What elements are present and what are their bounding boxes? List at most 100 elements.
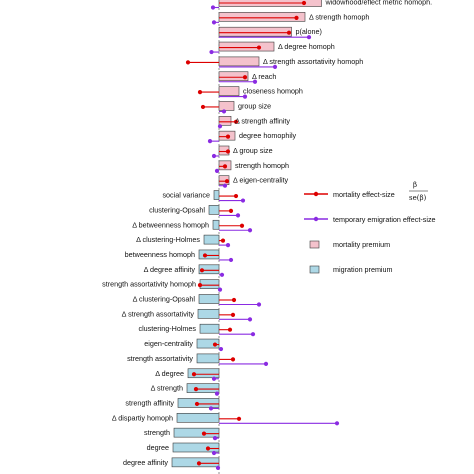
emigration-effect-point [248,317,252,321]
emigration-effect-point [223,184,227,188]
emigration-effect-point [248,228,252,232]
premium-bar [173,443,219,452]
emigration-effect-point [212,377,216,381]
legend-emigration-dot [314,217,318,221]
mortality-effect-point [203,253,207,257]
mortality-effect-point [194,387,198,391]
category-label: Δ strength assortativity homoph [263,57,363,66]
premium-bar [219,42,274,51]
emigration-effect-point [209,50,213,54]
emigration-effect-point [219,347,223,351]
category-label: strength [144,428,170,437]
premium-bar [197,354,219,363]
emigration-effect-point [209,406,213,410]
emigration-effect-point [212,451,216,455]
legend-mortality-premium-label: mortality premium [333,240,390,249]
mortality-effect-point [197,461,201,465]
category-label: betweenness homoph [125,250,195,259]
emigration-effect-point [264,362,268,366]
category-label: Δ dispartiy homoph [112,413,173,422]
category-label: widowhood/eflect metric homoph. [325,0,433,7]
category-label: clustering-Opsahl [149,205,205,214]
premium-bar [219,27,292,36]
mortality-effect-point [287,31,291,35]
bars-layer [172,0,322,467]
premium-bar [198,309,219,318]
premium-bar [219,12,305,21]
category-label: Δ clustering-Holmes [136,235,200,244]
category-label: Δ strength assortativity [122,309,195,318]
legend-emigration-label: temporary emigration effect-size [333,215,436,224]
mortality-effect-point [186,60,190,64]
mortality-effect-point [195,402,199,406]
category-label: Δ clustering-Opsahl [133,295,196,304]
category-label: closeness homoph [243,87,303,96]
mortality-effect-point [231,313,235,317]
mortality-effect-point [240,224,244,228]
category-label: p(alone) [296,27,322,36]
category-label: strength assortativity [127,354,193,363]
emigration-effect-point [257,302,261,306]
emigration-effect-point [251,332,255,336]
premium-bar [200,324,219,333]
premium-bar [177,413,219,422]
mortality-effect-point [201,105,205,109]
emigration-effect-point [241,198,245,202]
premium-bar [172,458,219,467]
mortality-effect-point [232,298,236,302]
premium-bar [199,295,219,304]
category-label: group size [238,101,271,110]
mortality-effect-point [226,149,230,153]
category-labels: widowhood/eflect metric homoph. Δ strengt… [102,0,432,467]
category-label: Δ group size [233,146,273,155]
mortality-effect-point [225,179,229,183]
mortality-effect-point [229,209,233,213]
premium-bar [213,220,219,229]
emigration-effect-point [226,243,230,247]
mortality-effect-point [223,164,227,168]
mortality-effect-point [213,342,217,346]
category-label: Δ degree [155,369,184,378]
premium-bar [214,191,219,200]
mortality-effect-point [231,357,235,361]
emigration-effect-point [218,124,222,128]
premium-bar [219,87,239,96]
mortality-effect-point [226,135,230,139]
category-label: degree affinity [123,458,168,467]
premium-bar [199,250,219,259]
category-label: Δ eigen-centrality [233,176,289,185]
emigration-effect-point [229,258,233,262]
mortality-effect-point [234,194,238,198]
category-label: degree homophily [239,131,297,140]
mortality-effect-point [192,372,196,376]
emigration-effect-point [212,154,216,158]
legend-migration-premium-label: migration premium [333,265,393,274]
premium-bar [209,205,219,214]
mortality-effect-point [202,432,206,436]
emigration-effect-point [218,288,222,292]
emigration-effect-point [208,139,212,143]
mortality-effect-point [198,283,202,287]
legend-migration-premium-swatch [310,266,319,273]
category-label: Δ betweenness homoph [132,220,209,229]
category-label: strength assortativity homoph [102,280,196,289]
category-label: degree [147,443,169,452]
legend-beta-symbol: β [413,181,417,189]
category-label: eigen-centrality [144,339,193,348]
emigration-effect-point [213,436,217,440]
emigration-effect-point [220,273,224,277]
mortality-effect-point [294,16,298,20]
mortality-effect-point [302,1,306,5]
category-label: Δ reach [252,72,276,81]
mortality-effect-point [206,446,210,450]
category-label: Δ degree affinity [144,265,196,274]
premium-bar [219,116,231,125]
emigration-effect-point [335,421,339,425]
premium-bar [219,57,259,66]
legend: mortality effect-size β se(β) temporary … [304,181,436,274]
category-label: strength affinity [125,398,174,407]
emigration-effect-point [212,20,216,24]
mortality-effect-point [198,90,202,94]
category-label: Δ strength [151,384,183,393]
